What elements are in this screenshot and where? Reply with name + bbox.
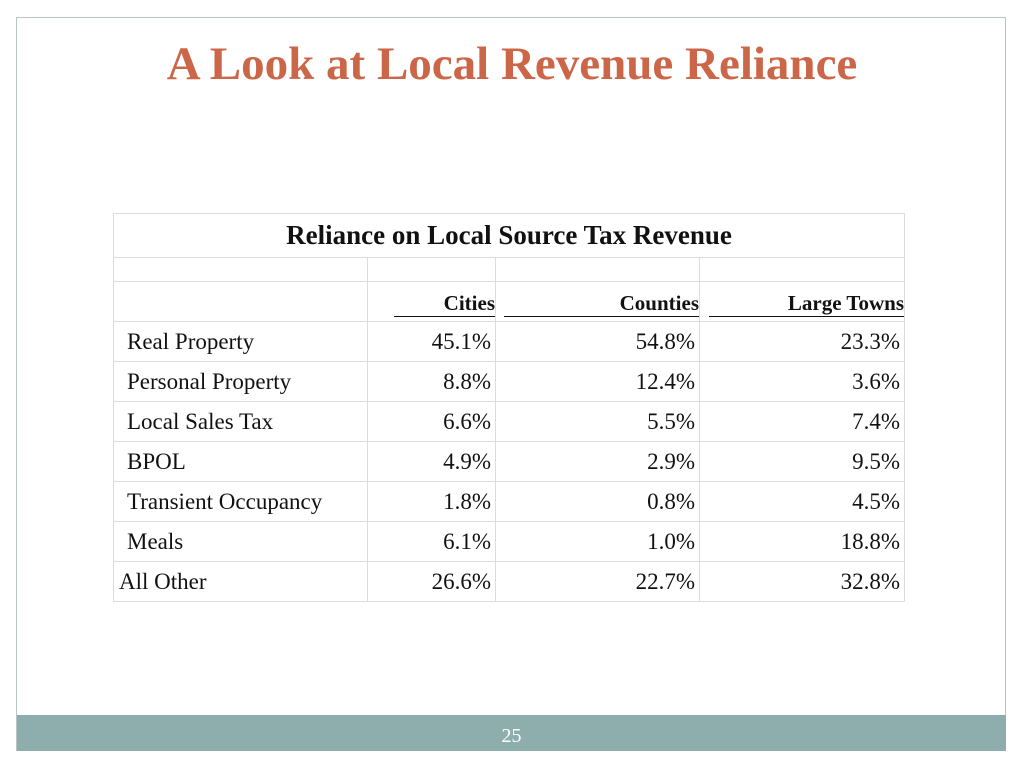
counties-value: 12.4%	[495, 361, 700, 402]
column-header-cities-cell: Cities	[367, 281, 496, 322]
cities-value: 4.9%	[367, 441, 496, 482]
cities-value: 8.8%	[367, 361, 496, 402]
counties-value: 1.0%	[495, 521, 700, 562]
counties-value: 2.9%	[495, 441, 700, 482]
revenue-table: Reliance on Local Source Tax Revenue Cit…	[112, 213, 906, 602]
table-row: Real Property 45.1% 54.8% 23.3%	[113, 321, 906, 362]
large-towns-value: 23.3%	[698, 321, 906, 362]
table-row: BPOL 4.9% 2.9% 9.5%	[113, 441, 906, 482]
spacer-cell	[113, 257, 368, 282]
counties-value: 22.7%	[495, 561, 700, 602]
row-label: Personal Property	[113, 361, 368, 402]
revenue-table-container: Reliance on Local Source Tax Revenue Cit…	[112, 213, 906, 602]
counties-value: 54.8%	[495, 321, 700, 362]
counties-value: 0.8%	[495, 481, 700, 522]
counties-value: 5.5%	[495, 401, 700, 442]
table-header-row: Cities Counties Large Towns	[113, 281, 906, 322]
page-number: 25	[501, 725, 522, 747]
large-towns-value: 18.8%	[698, 521, 906, 562]
large-towns-value: 3.6%	[698, 361, 906, 402]
cities-value: 1.8%	[367, 481, 496, 522]
table-row: All Other 26.6% 22.7% 32.8%	[113, 561, 906, 602]
row-label: All Other	[113, 561, 368, 602]
row-label: Meals	[113, 521, 368, 562]
spacer-cell	[495, 257, 700, 282]
header-empty-cell	[113, 281, 368, 322]
table-title: Reliance on Local Source Tax Revenue	[112, 213, 906, 258]
slide-title: A Look at Local Revenue Reliance	[166, 38, 858, 90]
row-label: Transient Occupancy	[113, 481, 368, 522]
column-header-large-towns-cell: Large Towns	[698, 281, 906, 322]
table-row: Local Sales Tax 6.6% 5.5% 7.4%	[113, 401, 906, 442]
row-label: Local Sales Tax	[113, 401, 368, 442]
cities-value: 6.6%	[367, 401, 496, 442]
cities-value: 6.1%	[367, 521, 496, 562]
large-towns-value: 7.4%	[698, 401, 906, 442]
column-header-counties-cell: Counties	[495, 281, 700, 322]
row-label: Real Property	[113, 321, 368, 362]
footer-bar: 25	[17, 715, 1006, 751]
large-towns-value: 32.8%	[698, 561, 906, 602]
table-row: Personal Property 8.8% 12.4% 3.6%	[113, 361, 906, 402]
column-header-large-towns: Large Towns	[709, 291, 904, 317]
cities-value: 45.1%	[367, 321, 496, 362]
table-row: Meals 6.1% 1.0% 18.8%	[113, 521, 906, 562]
cities-value: 26.6%	[367, 561, 496, 602]
large-towns-value: 9.5%	[698, 441, 906, 482]
table-spacer-row	[113, 257, 906, 282]
column-header-counties: Counties	[504, 291, 699, 317]
spacer-cell	[698, 257, 906, 282]
row-label: BPOL	[113, 441, 368, 482]
large-towns-value: 4.5%	[698, 481, 906, 522]
table-row: Transient Occupancy 1.8% 0.8% 4.5%	[113, 481, 906, 522]
column-header-cities: Cities	[394, 291, 495, 317]
table-title-row: Reliance on Local Source Tax Revenue	[112, 213, 906, 258]
spacer-cell	[367, 257, 496, 282]
